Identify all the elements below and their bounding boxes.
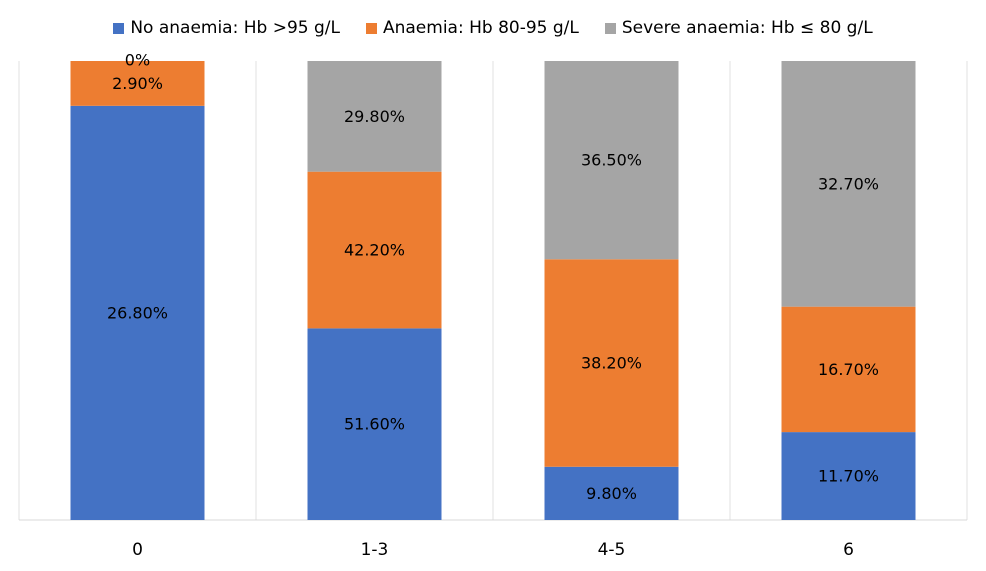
data-label-1-3-series-1: 42.20% [344, 241, 405, 260]
bar-segment-6-series-0 [781, 432, 916, 520]
x-tick-label: 0 [132, 540, 143, 560]
legend-swatch-no-anaemia [113, 22, 125, 34]
bar-segment-1-3-series-2 [307, 61, 442, 172]
data-label-1-3-series-0: 51.60% [344, 415, 405, 434]
data-label-0-series-1: 2.90% [112, 74, 163, 93]
data-label-0-series-2: 0% [125, 51, 150, 70]
legend-item-anaemia: Anaemia: Hb 80-95 g/L [365, 18, 579, 38]
bar-segment-6-series-1 [781, 306, 916, 433]
legend-swatch-anaemia [365, 22, 377, 34]
legend-swatch-severe-anaemia [604, 22, 616, 34]
bar-segment-4-5-series-2 [544, 61, 679, 260]
bar-segment-6-series-2 [781, 61, 916, 307]
chart-legend: No anaemia: Hb >95 g/L Anaemia: Hb 80-95… [0, 14, 986, 42]
bar-segment-1-3-series-1 [307, 171, 442, 329]
legend-label-anaemia: Anaemia: Hb 80-95 g/L [382, 18, 579, 38]
data-label-6-series-2: 32.70% [818, 174, 879, 193]
x-tick-label: 6 [843, 540, 854, 560]
data-label-0-series-0: 26.80% [107, 303, 168, 322]
data-label-6-series-0: 11.70% [818, 467, 879, 486]
data-label-4-5-series-2: 36.50% [581, 151, 642, 170]
data-label-4-5-series-1: 38.20% [581, 354, 642, 373]
legend-item-no-anaemia: No anaemia: Hb >95 g/L [113, 18, 340, 38]
bar-segment-4-5-series-0 [544, 466, 679, 520]
legend-label-no-anaemia: No anaemia: Hb >95 g/L [130, 18, 340, 38]
data-label-1-3-series-2: 29.80% [344, 107, 405, 126]
x-tick-label: 4-5 [598, 540, 626, 560]
data-label-6-series-1: 16.70% [818, 360, 879, 379]
bar-segment-4-5-series-1 [544, 259, 679, 467]
data-label-4-5-series-0: 9.80% [586, 484, 637, 503]
legend-label-severe-anaemia: Severe anaemia: Hb ≤ 80 g/L [621, 18, 873, 38]
bar-segment-1-3-series-0 [307, 328, 442, 520]
legend-item-severe-anaemia: Severe anaemia: Hb ≤ 80 g/L [604, 18, 873, 38]
x-tick-label: 1-3 [361, 540, 389, 560]
bar-segment-0-series-0 [70, 105, 205, 521]
bar-segment-0-series-1 [70, 61, 205, 106]
